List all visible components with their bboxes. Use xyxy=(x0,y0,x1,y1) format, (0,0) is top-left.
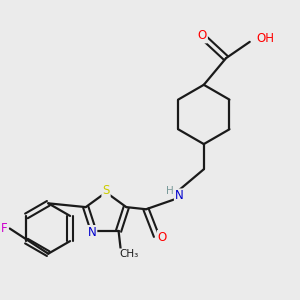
Text: O: O xyxy=(198,29,207,42)
Text: F: F xyxy=(1,222,8,235)
Text: H: H xyxy=(167,186,174,196)
Text: O: O xyxy=(158,231,167,244)
Text: N: N xyxy=(88,226,96,239)
Text: OH: OH xyxy=(256,32,274,45)
Text: S: S xyxy=(102,184,110,197)
Text: CH₃: CH₃ xyxy=(119,249,139,259)
Text: N: N xyxy=(175,189,184,203)
